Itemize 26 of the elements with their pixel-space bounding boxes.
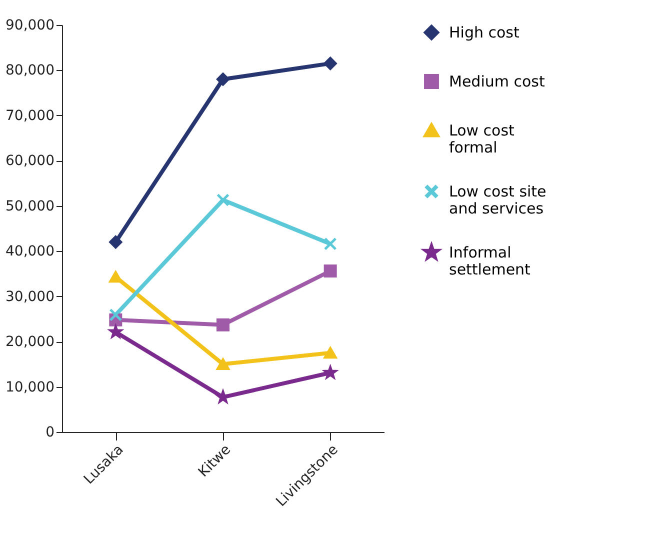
point xyxy=(324,264,337,278)
y-tick-label: 70,000 xyxy=(6,108,54,124)
point xyxy=(216,358,230,370)
legend-label: High cost xyxy=(449,24,520,42)
point xyxy=(109,271,122,283)
point xyxy=(324,347,337,359)
y-tick-label: 60,000 xyxy=(6,153,54,170)
y-tick-label: 50,000 xyxy=(6,198,54,214)
point xyxy=(216,194,230,207)
y-tick-label: 0 xyxy=(46,424,54,440)
point xyxy=(109,308,122,322)
point xyxy=(324,56,337,70)
legend-label: Low cost formal xyxy=(449,122,515,156)
y-tick-label: 20,000 xyxy=(6,334,54,350)
legend-label: Informal settlement xyxy=(449,244,531,278)
y-tick-label: 80,000 xyxy=(6,62,54,79)
y-tick-label: 40,000 xyxy=(6,244,54,260)
y-tick-label: 30,000 xyxy=(6,288,54,305)
legend-label: Low cost site and services xyxy=(449,182,546,218)
point xyxy=(324,237,337,250)
y-tick-label: 90,000 xyxy=(6,18,54,34)
point xyxy=(109,236,122,249)
point xyxy=(216,72,230,86)
legend-label: Medium cost xyxy=(449,72,545,90)
y-tick-label: 10,000 xyxy=(6,379,54,396)
point xyxy=(216,318,230,332)
